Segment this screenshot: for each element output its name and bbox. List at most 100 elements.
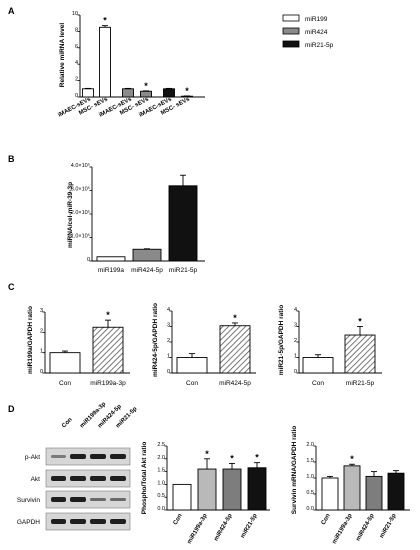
panel-a: Relative miRNA level 0 2 4 6 8 10 iMAEC-… — [57, 11, 333, 119]
ytick: 0.0 — [306, 506, 314, 512]
significance-star: * — [350, 454, 354, 464]
bar — [96, 256, 126, 262]
blot-row-label-akt: Akt — [31, 476, 41, 483]
panel-d-akt-yticks: 0.0 0.5 1.0 1.5 2.0 2.5 — [157, 442, 165, 512]
panel-b-xticks: miR199a miR424-5p miR21-5p — [98, 267, 197, 274]
bar — [365, 475, 383, 511]
panel-c3-yticks: 0 1 2 3 4 — [294, 307, 297, 375]
significance-star: * — [185, 86, 189, 96]
bar — [82, 88, 94, 98]
ytick: 3 — [294, 323, 297, 329]
bar — [387, 472, 405, 511]
ytick: 2.5 — [157, 442, 165, 448]
blot-band — [70, 519, 86, 524]
blot-band — [90, 498, 106, 501]
bar — [99, 26, 111, 98]
ytick: 0 — [294, 369, 297, 375]
panel-c1-xticks: Con miR199a-3p — [59, 380, 126, 387]
panel-c1: miR199a/GAPDH ratio 0 1 2 3 Con miR199a-… — [27, 306, 126, 387]
significance-star: * — [144, 81, 148, 91]
panel-c2-ylabel: miR424-5p/GAPDH ratio — [152, 303, 159, 377]
ytick: 1.5 — [306, 458, 314, 464]
ytick: 6 — [75, 44, 78, 50]
bar — [343, 465, 361, 511]
panel-a-ylabel: Relative miRNA level — [59, 23, 66, 88]
legend-label-mir21: miR21-5p — [305, 42, 334, 49]
xtick: Con — [59, 380, 71, 387]
blot-lane-label: Con — [61, 417, 74, 430]
xtick: miR21-5p — [169, 267, 198, 274]
blot-band — [110, 476, 126, 481]
blot-band — [90, 454, 106, 459]
ytick: 3.0×10⁵ — [71, 186, 90, 193]
blot-strip-gapdh — [45, 512, 131, 531]
xtick: Con — [186, 380, 198, 387]
blot-strip-pakt — [45, 447, 131, 466]
panel-d-surv-xticks: Con miR199a-3p miR424-5p miR21-5p — [321, 513, 398, 545]
xtick: miR199a — [98, 267, 124, 274]
ytick: 0.5 — [306, 490, 314, 496]
panel-d-surv-yticks: 0.0 0.5 1.0 1.5 2.0 — [306, 442, 314, 512]
legend-swatch-mir21 — [282, 40, 300, 48]
ytick: 10 — [72, 11, 78, 17]
blot-band — [90, 476, 106, 481]
significance-star: * — [106, 310, 110, 320]
significance-star: * — [255, 453, 259, 463]
ytick: 4 — [294, 307, 297, 313]
blot-band — [70, 497, 86, 502]
bar — [168, 185, 198, 262]
xtick: Con — [321, 513, 332, 526]
panel-d-akt-xticks: Con miR199a-3p miR424-5p miR21-5p — [173, 513, 259, 545]
ytick: 0.0 — [157, 506, 165, 512]
ytick: 4 — [75, 60, 78, 66]
bar — [302, 357, 334, 374]
significance-star: * — [205, 449, 209, 459]
bar — [219, 325, 251, 374]
ytick: 1 — [40, 349, 43, 355]
blot-row-label-survivin: Survivin — [17, 497, 41, 504]
ytick: 0 — [87, 257, 90, 263]
ytick: 3 — [167, 323, 170, 329]
panel-a-legend: miR199 miR424 miR21-5p — [282, 14, 334, 49]
ytick: 2 — [40, 328, 43, 334]
ytick: 2.0×10⁵ — [71, 209, 90, 216]
legend-label-mir199: miR199 — [305, 16, 328, 23]
panel-letter-a: A — [8, 6, 15, 16]
panel-c2-xticks: Con miR424-5p — [186, 380, 251, 387]
bar — [132, 248, 162, 262]
significance-star: * — [230, 453, 234, 463]
ytick: 4 — [167, 307, 170, 313]
xtick: miR21-5p — [379, 513, 398, 540]
blot-band — [70, 476, 86, 481]
ytick: 0 — [40, 369, 43, 375]
panel-c1-yticks: 0 1 2 3 — [40, 308, 43, 375]
panel-a-xticks: iMAEC-sEVs MSC- sEVs iMAEC-sEVs MSC- sEV… — [57, 96, 191, 119]
chart-marks: * * * * * * * * * * — [42, 14, 410, 511]
bar — [176, 357, 208, 374]
panel-b-yticks: 0 1.0×10⁵ 2.0×10⁵ 3.0×10⁵ 4.0×10⁵ — [71, 162, 90, 263]
xtick: miR424-5p — [355, 513, 376, 543]
ytick: 0.5 — [157, 493, 165, 499]
ytick: 2 — [294, 338, 297, 344]
ytick: 1.5 — [157, 468, 165, 474]
bar — [172, 483, 192, 511]
legend-swatch-mir199 — [282, 14, 300, 22]
panel-c3-xticks: Con miR21-5p — [312, 380, 374, 387]
ytick: 2 — [167, 338, 170, 344]
ytick: 4.0×10⁵ — [71, 162, 90, 169]
ytick: 8 — [75, 27, 78, 33]
bar — [122, 88, 134, 98]
xtick: miR199a-3p — [90, 380, 126, 387]
bar — [247, 467, 267, 511]
ytick: 2 — [75, 77, 78, 83]
blot-band — [51, 519, 66, 524]
panel-b-ylabel: miRNA/cel-miR-39-3p — [67, 182, 74, 248]
ytick: 1.0×10⁵ — [71, 233, 90, 240]
panel-c3-ylabel: miR21-5p/GAPDH ratio — [278, 305, 285, 375]
ytick: 0 — [75, 93, 78, 99]
panel-letter-d: D — [8, 404, 15, 414]
ytick: 3 — [40, 308, 43, 314]
blot-band — [51, 455, 66, 458]
blot-strip-akt — [45, 469, 131, 488]
